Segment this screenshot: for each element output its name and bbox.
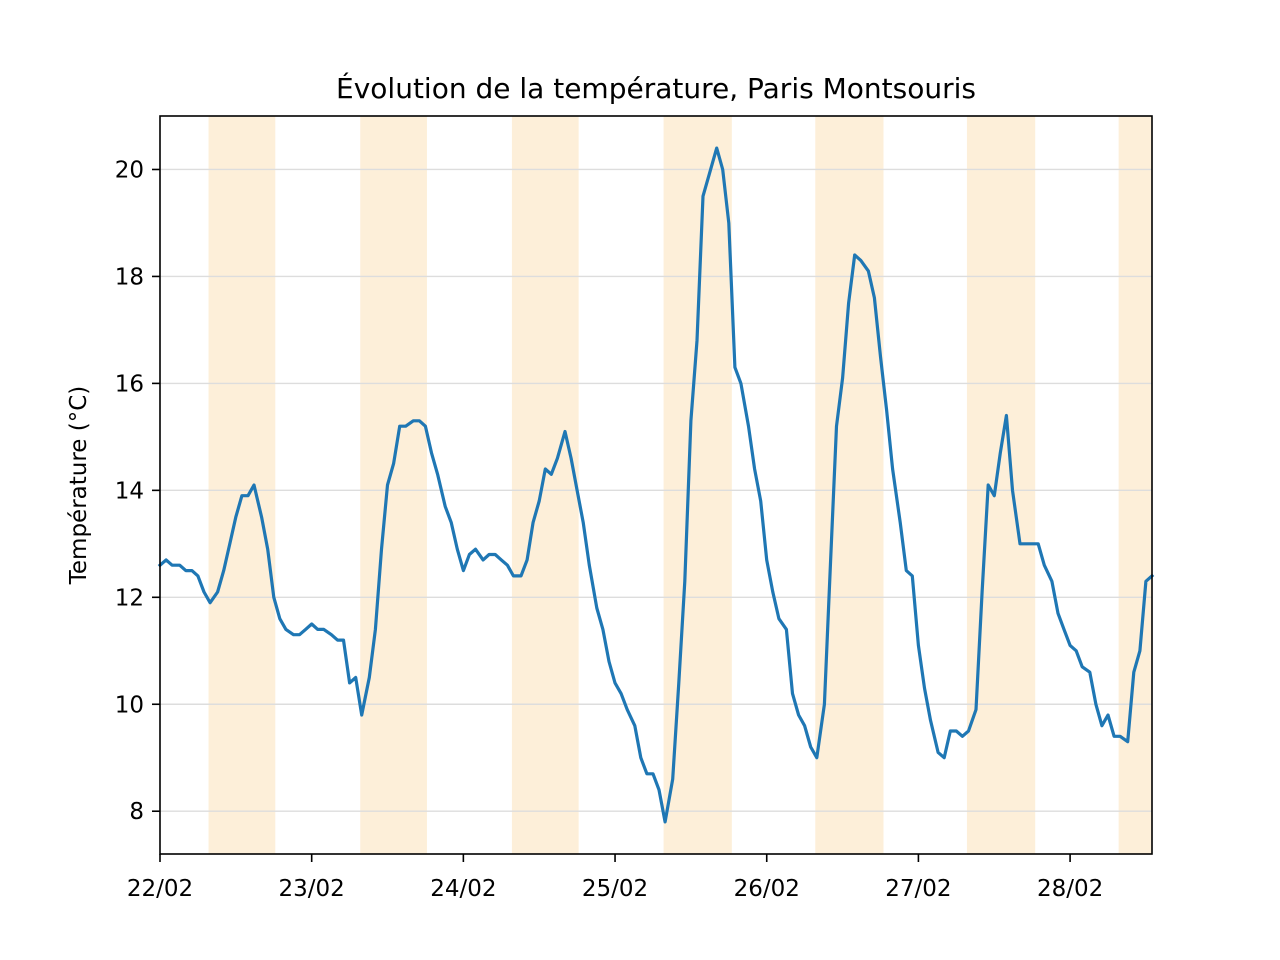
y-tick-label: 18 xyxy=(115,264,144,290)
y-tick-label: 14 xyxy=(115,478,144,504)
x-tick-label: 24/02 xyxy=(430,876,496,902)
daylight-band xyxy=(966,116,1036,854)
y-tick-label: 20 xyxy=(115,157,144,183)
y-tick-label: 12 xyxy=(115,585,144,611)
daylight-band xyxy=(511,116,579,854)
y-axis-label: Température (°C) xyxy=(66,386,92,586)
x-tick-label: 25/02 xyxy=(582,876,648,902)
plot-frame xyxy=(159,115,1153,855)
series-group xyxy=(157,146,1155,824)
daylight-band xyxy=(815,116,884,854)
y-tick-label: 8 xyxy=(129,799,144,825)
daylight-bands xyxy=(208,116,1152,854)
y-tick-label: 10 xyxy=(115,692,144,718)
x-tick-label: 27/02 xyxy=(885,876,951,902)
x-tick-label: 28/02 xyxy=(1037,876,1103,902)
daylight-band xyxy=(360,116,427,854)
daylight-band xyxy=(208,116,276,854)
y-tick-label: 16 xyxy=(115,371,144,397)
x-axis: 22/02 23/02 24/02 25/02 26/02 27/02 28/02 xyxy=(127,854,1103,902)
x-tick-label: 23/02 xyxy=(279,876,345,902)
daylight-band xyxy=(1118,116,1152,854)
x-tick-label: 26/02 xyxy=(734,876,800,902)
chart-title: Évolution de la température, Paris Monts… xyxy=(336,71,976,105)
temperature-line xyxy=(157,146,1155,824)
x-tick-label: 22/02 xyxy=(127,876,193,902)
y-axis: 8 10 12 14 16 18 20 xyxy=(115,157,160,825)
